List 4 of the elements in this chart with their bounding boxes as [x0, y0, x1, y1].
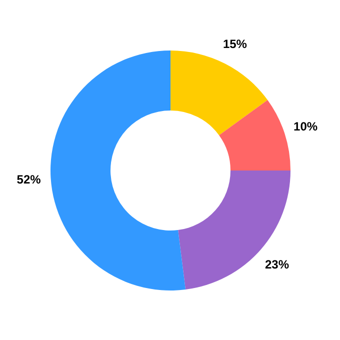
data-label: 52%: [16, 172, 42, 186]
data-label: 15%: [222, 36, 248, 51]
data-label: 23%: [265, 257, 290, 272]
data-label: 10%: [294, 120, 318, 134]
